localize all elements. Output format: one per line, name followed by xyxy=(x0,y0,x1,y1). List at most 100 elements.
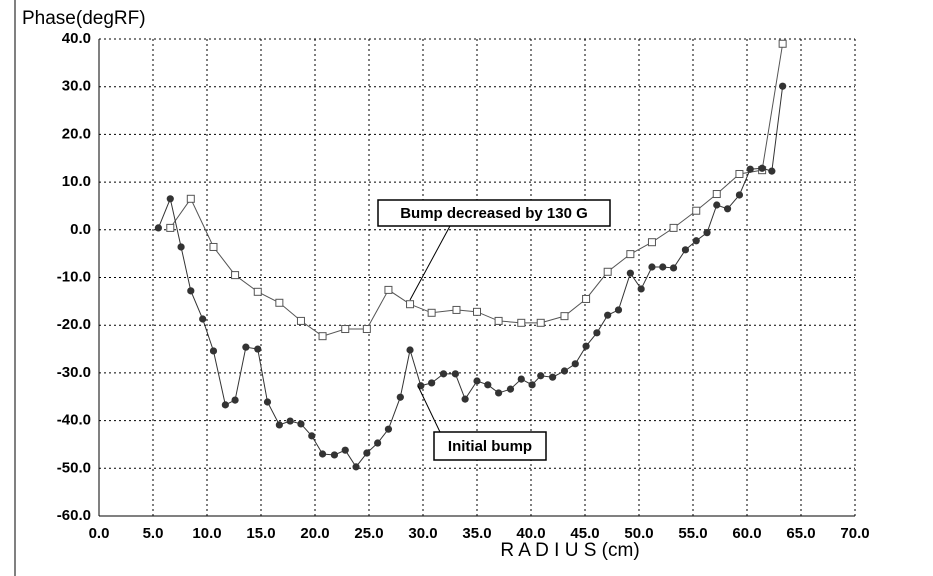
point xyxy=(593,329,601,337)
y-tick-label: 10.0 xyxy=(62,173,91,190)
x-tick-label: 15.0 xyxy=(246,525,275,542)
point xyxy=(166,195,174,203)
y-axis-title: Phase(degRF) xyxy=(22,8,146,29)
point xyxy=(778,39,787,48)
point xyxy=(296,316,305,325)
point xyxy=(779,82,787,90)
x-tick-label: 50.0 xyxy=(624,525,653,542)
y-tick-label: 30.0 xyxy=(62,78,91,95)
annotation-leader xyxy=(409,225,451,301)
point xyxy=(637,285,645,293)
point xyxy=(571,360,579,368)
point xyxy=(384,425,393,433)
point xyxy=(231,396,239,404)
point xyxy=(713,201,721,209)
plot-area xyxy=(154,39,787,471)
point xyxy=(308,432,316,440)
point xyxy=(186,194,195,203)
point xyxy=(647,238,656,247)
point xyxy=(582,294,591,303)
point xyxy=(363,449,371,457)
point xyxy=(681,246,690,254)
point xyxy=(439,370,448,378)
point xyxy=(428,379,436,387)
point xyxy=(406,300,415,309)
point xyxy=(209,242,218,251)
grid xyxy=(98,38,856,517)
point xyxy=(427,308,436,317)
point xyxy=(253,287,262,296)
point xyxy=(187,287,195,295)
point xyxy=(254,345,262,353)
point xyxy=(626,250,635,259)
point xyxy=(692,237,700,245)
point xyxy=(506,385,515,393)
y-tick-label: 20.0 xyxy=(62,125,91,142)
point xyxy=(330,451,339,459)
x-tick-label: 70.0 xyxy=(840,525,869,542)
point xyxy=(297,420,305,428)
point xyxy=(517,318,526,327)
x-tick-label: 20.0 xyxy=(300,525,329,542)
point xyxy=(242,343,250,351)
point xyxy=(166,223,175,232)
x-tick-label: 10.0 xyxy=(192,525,221,542)
point xyxy=(549,373,557,381)
x-axis-title: R A D I U S (cm) xyxy=(500,540,639,561)
point xyxy=(318,332,327,341)
x-tick-label: 45.0 xyxy=(570,525,599,542)
point xyxy=(735,169,744,178)
y-tick-label: 40.0 xyxy=(62,30,91,47)
point xyxy=(712,190,721,199)
point xyxy=(758,164,766,172)
y-tick-label: -10.0 xyxy=(57,268,91,285)
point xyxy=(318,450,327,458)
point xyxy=(384,285,393,294)
point xyxy=(221,401,229,409)
point xyxy=(473,307,481,316)
annotation-box xyxy=(433,431,547,461)
point xyxy=(275,421,283,429)
point xyxy=(723,205,732,213)
point xyxy=(286,417,294,425)
series-line xyxy=(157,86,784,468)
point xyxy=(692,206,701,215)
point xyxy=(659,263,667,271)
x-tick-label: 5.0 xyxy=(143,525,164,542)
annotation: Initial bump xyxy=(448,438,532,455)
annotation-leader xyxy=(417,385,441,433)
y-tick-label: -40.0 xyxy=(57,412,91,429)
y-tick-label: -50.0 xyxy=(57,459,91,476)
point xyxy=(735,191,744,199)
x-tick-label: 40.0 xyxy=(516,525,545,542)
y-tick-label: -20.0 xyxy=(57,316,91,333)
point xyxy=(626,269,634,277)
point xyxy=(396,393,404,401)
series-line xyxy=(169,43,784,337)
point xyxy=(199,315,207,323)
point xyxy=(406,346,414,354)
point xyxy=(528,381,536,389)
point xyxy=(517,375,525,383)
point xyxy=(768,167,776,175)
point xyxy=(537,372,545,380)
point xyxy=(452,305,461,314)
point xyxy=(746,165,754,173)
point xyxy=(669,264,678,272)
point xyxy=(494,316,503,325)
x-tick-label: 60.0 xyxy=(732,525,761,542)
x-tick-label: 25.0 xyxy=(354,525,383,542)
point xyxy=(451,370,459,378)
x-tick-label: 30.0 xyxy=(408,525,437,542)
point xyxy=(648,263,656,271)
point xyxy=(703,229,711,237)
point xyxy=(582,342,590,350)
y-tick-label: -30.0 xyxy=(57,364,91,381)
point xyxy=(352,463,360,471)
point xyxy=(669,223,678,232)
point xyxy=(154,224,162,232)
point xyxy=(177,243,185,251)
annotation-box xyxy=(377,199,611,227)
y-tick-label: 0.0 xyxy=(70,221,91,238)
